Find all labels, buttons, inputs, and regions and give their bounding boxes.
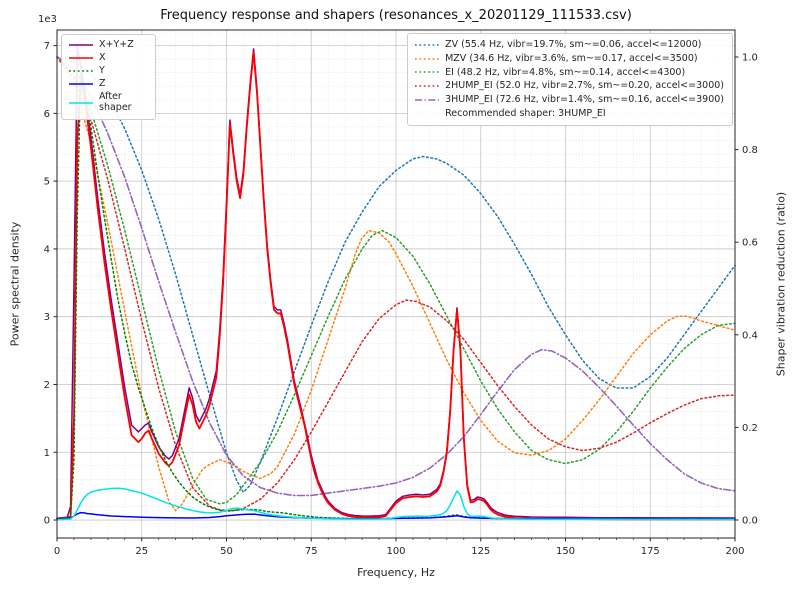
- legend-line-sample: [415, 57, 440, 60]
- legend-item-label: After shaper: [99, 90, 132, 113]
- y-left-tick-label: 1: [44, 448, 50, 459]
- legend-item-label: EI (48.2 Hz, vibr=4.8%, sm~=0.14, accel<…: [445, 66, 686, 78]
- x-tick-label: 200: [725, 546, 744, 557]
- legend-item: EI (48.2 Hz, vibr=4.8%, sm~=0.14, accel<…: [414, 66, 724, 80]
- y-left-tick-label: 3: [44, 312, 50, 323]
- x-axis-label: Frequency, Hz: [357, 566, 435, 579]
- legend-item: Y: [68, 65, 147, 78]
- y-left-tick-label: 6: [44, 109, 50, 120]
- x-tick-label: 0: [54, 546, 60, 557]
- x-tick-label: 125: [471, 546, 490, 557]
- legend-item: ZV (55.4 Hz, vibr=19.7%, sm~=0.06, accel…: [414, 38, 724, 52]
- series-line-After-shaper: [56, 487, 736, 521]
- y-right-tick-label: 0.6: [742, 238, 758, 249]
- legend-item: After shaper: [68, 91, 147, 115]
- y-axis-label-right: Shaper vibration reduction (ratio): [774, 191, 788, 377]
- legend-line-sample: [415, 85, 440, 87]
- legend-line-sample: [415, 44, 440, 46]
- chart-title: Frequency response and shapers (resonanc…: [160, 8, 632, 23]
- legend-line-sample: [69, 83, 93, 86]
- legend-item-label: Y: [99, 64, 105, 76]
- y-right-tick-label: 1.0: [742, 53, 758, 64]
- y-right-tick-label: 0.2: [742, 423, 758, 434]
- legend-item-label: 2HUMP_EI (52.0 Hz, vibr=2.7%, sm~=0.20, …: [445, 80, 724, 92]
- legend-item: MZV (34.6 Hz, vibr=3.6%, sm~=0.17, accel…: [414, 52, 724, 66]
- y-axis-offset-text: 1e3: [38, 14, 57, 25]
- y-left-tick-label: 5: [44, 177, 50, 188]
- series-line-3HUMP_EI: [56, 56, 736, 497]
- legend-item: Z: [68, 78, 147, 91]
- legend-item-label: 3HUMP_EI (72.6 Hz, vibr=1.4%, sm~=0.16, …: [445, 94, 724, 106]
- y-right-tick-label: 0.0: [742, 516, 758, 527]
- recommended-shaper-note: Recommended shaper: 3HUMP_EI: [445, 107, 606, 119]
- legend-item-label: X: [99, 51, 106, 63]
- y-left-tick-label: 7: [44, 41, 50, 52]
- legend-line-sample: [69, 57, 93, 60]
- legend-shapers: ZV (55.4 Hz, vibr=19.7%, sm~=0.06, accel…: [407, 33, 733, 126]
- legend-item: X: [68, 52, 147, 65]
- legend-item: 3HUMP_EI (72.6 Hz, vibr=1.4%, sm~=0.16, …: [414, 93, 724, 107]
- legend-item: 2HUMP_EI (52.0 Hz, vibr=2.7%, sm~=0.20, …: [414, 79, 724, 93]
- x-tick-label: 100: [386, 546, 405, 557]
- y-axis-label-left: Power spectral density: [8, 221, 22, 347]
- legend-item-label: MZV (34.6 Hz, vibr=3.6%, sm~=0.17, accel…: [445, 52, 698, 64]
- x-tick-label: 150: [556, 546, 575, 557]
- series-line-ZV: [56, 56, 736, 493]
- legend-item-label: Z: [99, 77, 106, 89]
- x-tick-label: 50: [220, 546, 233, 557]
- y-left-tick-label: 2: [44, 380, 50, 391]
- legend-line-sample: [69, 70, 93, 73]
- legend-line-sample: [415, 71, 440, 74]
- legend-psd-rows: X+Y+Z X Y Z After shaper: [68, 39, 147, 115]
- legend-item-label: ZV (55.4 Hz, vibr=19.7%, sm~=0.06, accel…: [445, 39, 702, 50]
- legend-item-label: X+Y+Z: [99, 39, 134, 50]
- series-line-Z: [56, 511, 736, 521]
- legend-line-sample: [415, 99, 440, 101]
- y-left-tick-label: 0: [44, 516, 50, 527]
- y-right-tick-label: 0.4: [742, 330, 758, 341]
- x-tick-label: 175: [641, 546, 660, 557]
- legend-shaper-rows: ZV (55.4 Hz, vibr=19.7%, sm~=0.06, accel…: [414, 38, 724, 107]
- legend-line-sample: [69, 101, 93, 104]
- series-line-X: [56, 51, 736, 521]
- x-tick-label: 25: [135, 546, 148, 557]
- legend-psd: X+Y+Z X Y Z After shaper: [61, 34, 156, 120]
- y-left-tick-label: 4: [44, 244, 50, 255]
- legend-item: X+Y+Z: [68, 39, 147, 52]
- y-right-tick-label: 0.8: [742, 145, 758, 156]
- x-tick-label: 75: [305, 546, 318, 557]
- legend-line-sample: [69, 44, 93, 47]
